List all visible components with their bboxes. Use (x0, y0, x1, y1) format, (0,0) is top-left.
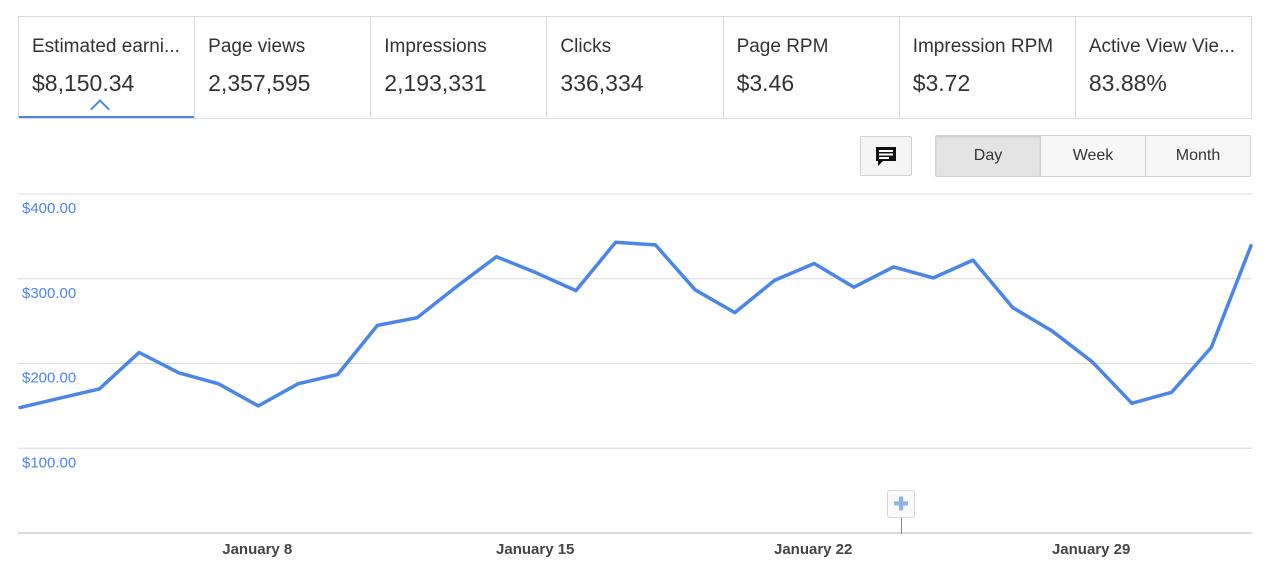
series-line (18, 240, 1253, 410)
granularity-week-button[interactable]: Week (1041, 136, 1146, 176)
metric-value: $8,150.34 (32, 70, 135, 96)
data-point (1209, 345, 1213, 349)
data-point (336, 373, 340, 377)
metric-tab[interactable]: Page views 2,357,595 (195, 17, 372, 118)
metric-tabs: Estimated earni... $8,150.34 Page views 2,3… (18, 16, 1252, 119)
y-tick-label: $200.00 (22, 370, 76, 387)
add-annotation-button[interactable]: ✚ (887, 490, 915, 518)
metric-tab[interactable]: Impressions 2,193,331 (371, 17, 548, 118)
data-point (296, 382, 300, 386)
metric-tab[interactable]: Page RPM $3.46 (724, 17, 900, 118)
granularity-month-button[interactable]: Month (1146, 136, 1250, 176)
data-point (177, 371, 181, 375)
y-tick-label: $400.00 (22, 200, 76, 217)
metric-value: $3.72 (912, 70, 971, 96)
metric-value: 336,334 (560, 70, 644, 96)
x-tick-label: January 29 (1052, 541, 1130, 558)
data-point (455, 284, 459, 288)
data-point (256, 404, 260, 408)
data-point (971, 258, 975, 262)
data-point (772, 278, 776, 282)
data-point (217, 382, 221, 386)
granularity-day-button[interactable]: Day (936, 136, 1041, 176)
annotation-marker-stem (901, 518, 902, 534)
data-point (1050, 329, 1054, 333)
metric-tab[interactable]: Active View Vie... 83.88% (1076, 17, 1251, 118)
metric-tab[interactable]: Clicks 336,334 (547, 17, 724, 118)
metric-value: $3.46 (736, 70, 795, 96)
data-point (18, 406, 22, 410)
data-point (1130, 401, 1134, 405)
granularity-toggle: Day Week Month (935, 135, 1251, 177)
data-point (534, 271, 538, 275)
x-tick-label: January 22 (774, 541, 852, 558)
data-point (1249, 244, 1253, 248)
data-point (693, 288, 697, 292)
data-point (1090, 360, 1094, 364)
plus-icon: ✚ (893, 493, 909, 514)
data-point (892, 265, 896, 269)
data-point (58, 396, 62, 400)
y-tick-label: $100.00 (22, 454, 76, 471)
data-point (614, 240, 618, 244)
metric-tab[interactable]: Estimated earni... $8,150.34 (19, 17, 196, 118)
x-tick-label: January 8 (222, 541, 292, 558)
data-point (852, 285, 856, 289)
data-point (1170, 390, 1174, 394)
data-point (1011, 306, 1015, 310)
metric-value: 2,193,331 (384, 70, 487, 96)
data-point (415, 316, 419, 320)
y-tick-label: $300.00 (22, 285, 76, 302)
data-point (137, 350, 141, 354)
data-point (653, 243, 657, 247)
metric-tab[interactable]: Impression RPM $3.72 (900, 17, 1076, 118)
data-point (495, 255, 499, 259)
data-point (812, 261, 816, 265)
data-point (931, 276, 935, 280)
metric-value: 2,357,595 (208, 70, 311, 96)
metric-value: 83.88% (1088, 70, 1167, 96)
comment-icon (876, 147, 896, 166)
data-point (375, 323, 379, 327)
data-point (97, 387, 101, 391)
data-point (733, 311, 737, 315)
data-point (574, 289, 578, 293)
comment-button[interactable] (860, 136, 912, 176)
x-tick-label: January 15 (496, 541, 574, 558)
